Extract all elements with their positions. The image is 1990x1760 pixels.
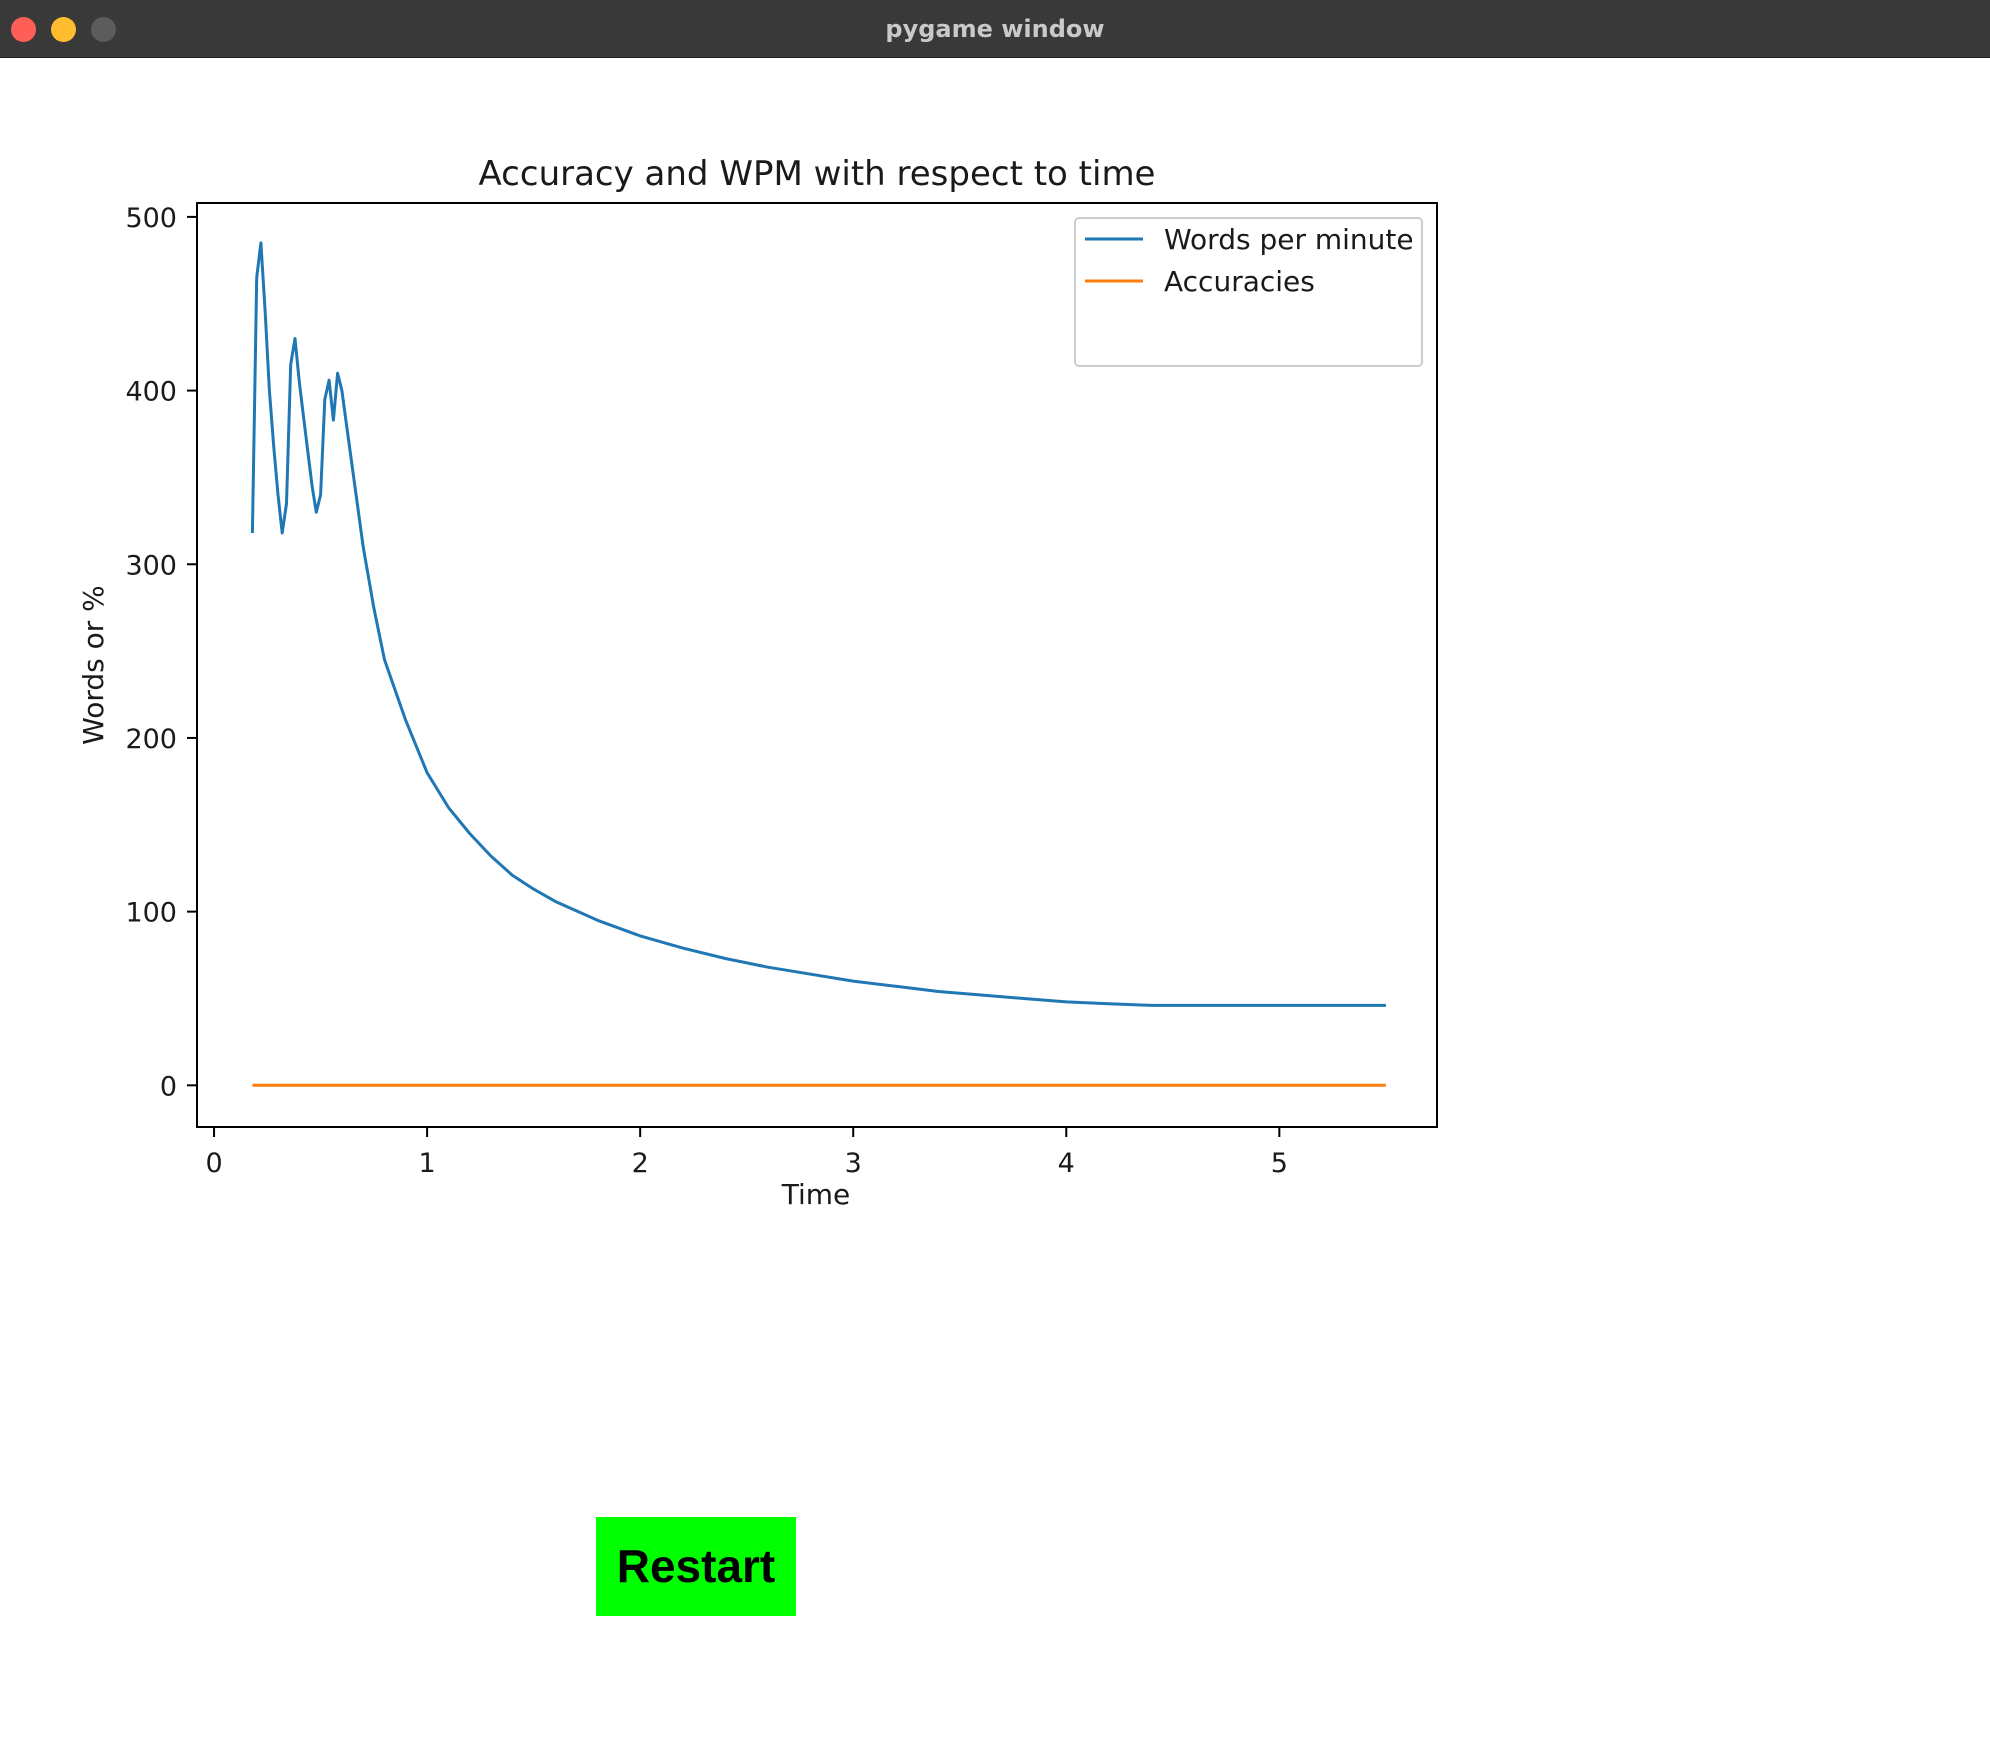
y-tick-label: 300: [125, 550, 177, 581]
y-tick-label: 200: [125, 724, 177, 755]
close-window-button[interactable]: [11, 17, 36, 42]
window-content: Accuracy and WPM with respect to time Ti…: [0, 58, 1990, 1760]
x-tick-label: 0: [205, 1148, 222, 1179]
chart-title: Accuracy and WPM with respect to time: [479, 154, 1156, 194]
legend-box: [1074, 217, 1423, 367]
window-title: pygame window: [885, 15, 1105, 43]
axis-ticks: 0 1 2 3 4 5 0 100 200 300 400 500: [125, 203, 1287, 1179]
x-axis-label: Time: [781, 1178, 851, 1211]
x-tick-label: 5: [1271, 1148, 1288, 1179]
y-tick-label: 0: [160, 1071, 177, 1102]
minimize-window-button[interactable]: [51, 17, 76, 42]
series-line-words-per-minute: [250, 241, 1386, 1007]
y-tick-label: 100: [125, 898, 177, 929]
x-tick-label: 3: [845, 1148, 862, 1179]
y-tick-label: 400: [125, 377, 177, 408]
wpm-accuracy-chart: Accuracy and WPM with respect to time Ti…: [77, 154, 1438, 1211]
title-bar: pygame window: [0, 0, 1990, 58]
x-tick-label: 1: [419, 1148, 436, 1179]
chart-series: [250, 241, 1386, 1087]
y-axis-label: Words or %: [77, 585, 110, 745]
x-tick-label: 2: [632, 1148, 649, 1179]
legend-label: Words per minute: [1164, 223, 1414, 256]
x-tick-label: 4: [1058, 1148, 1075, 1179]
zoom-window-button[interactable]: [91, 17, 116, 42]
legend-label: Accuracies: [1164, 265, 1315, 298]
y-tick-label: 500: [125, 203, 177, 234]
restart-button[interactable]: Restart: [596, 1517, 796, 1616]
chart-legend: Words per minute Accuracies: [1074, 217, 1423, 367]
